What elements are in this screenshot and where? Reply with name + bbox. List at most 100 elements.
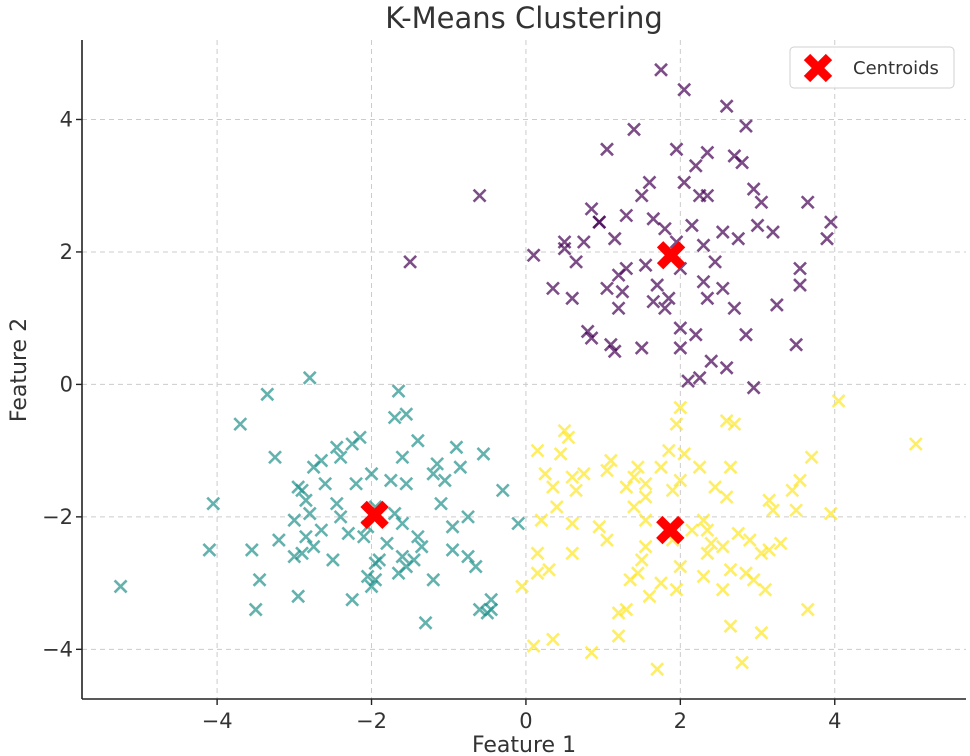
data-point [530,546,545,561]
legend-label-centroids: Centroids [853,58,939,79]
data-point [461,509,475,524]
x-tick-label: 0 [519,709,532,733]
data-point [561,430,576,445]
data-point [685,523,699,538]
y-tick-label: −2 [42,505,73,529]
data-point [657,301,672,316]
data-point [426,466,441,481]
data-point [804,450,819,465]
data-point [306,460,321,475]
data-point [549,500,564,514]
data-point [287,513,302,528]
chart-title: K-Means Clustering [385,1,663,35]
data-point [603,337,618,352]
data-point [692,370,707,385]
data-point [719,490,734,504]
data-point [735,655,750,670]
data-point [630,460,645,475]
data-point [252,572,267,587]
data-point [399,407,414,422]
data-point [546,632,560,647]
data-point [364,579,379,594]
data-point [553,447,568,461]
data-point [793,278,807,292]
data-point [634,552,649,567]
data-point [677,175,692,190]
data-point [673,473,688,488]
centroid-marker [656,241,686,270]
data-point [793,261,807,276]
data-point [735,155,750,170]
data-point [715,225,730,239]
data-point [700,188,715,203]
data-point [434,496,448,511]
data-point [318,476,333,491]
data-point [468,559,483,574]
data-point [426,572,441,587]
data-point [654,576,668,591]
data-point [731,231,746,246]
data-point [731,526,746,541]
data-points [113,62,923,677]
data-point [356,529,371,544]
data-point [345,437,360,451]
data-point [750,218,765,233]
data-point [646,294,661,309]
data-point [700,291,715,306]
data-point [333,450,348,465]
data-point [526,639,541,653]
grid [82,40,966,699]
data-point [611,301,626,316]
data-point [295,546,309,561]
data-point [762,543,777,557]
data-point [665,483,680,498]
data-point [642,589,657,604]
data-point [638,490,653,504]
data-point [600,281,614,296]
data-point [657,221,672,236]
data-point [437,473,452,488]
y-tick-label: −4 [42,637,73,661]
data-point [592,519,607,534]
y-axis-label: Feature 2 [7,318,32,422]
data-point [696,569,711,584]
data-point [603,453,618,468]
data-point [584,645,599,660]
data-point [600,463,614,478]
centroid-marker [360,500,389,530]
data-point [766,503,780,518]
data-point [268,450,282,465]
data-point [345,592,360,607]
data-point [380,536,394,551]
data-point [534,513,549,528]
data-point [754,546,769,561]
data-point [673,341,688,355]
data-point [445,519,460,534]
data-point [654,460,668,475]
data-point [271,533,286,547]
legend-centroid-marker [803,53,833,83]
data-point [754,625,769,640]
centroid-markers [360,241,686,545]
data-point [688,327,703,342]
data-point [314,523,329,538]
data-point [399,476,414,491]
data-point [576,466,591,481]
data-point [600,533,614,547]
data-point [403,254,418,269]
data-point [650,662,665,677]
data-point [233,417,248,432]
data-point [407,552,421,567]
data-point [414,539,429,554]
data-point [546,281,560,296]
data-point [325,552,340,567]
data-point [530,443,545,458]
data-point [611,629,626,643]
data-point [820,231,834,246]
y-tick-label: 4 [60,107,73,131]
data-point [391,384,406,398]
data-point [715,539,730,554]
data-point [565,291,580,306]
